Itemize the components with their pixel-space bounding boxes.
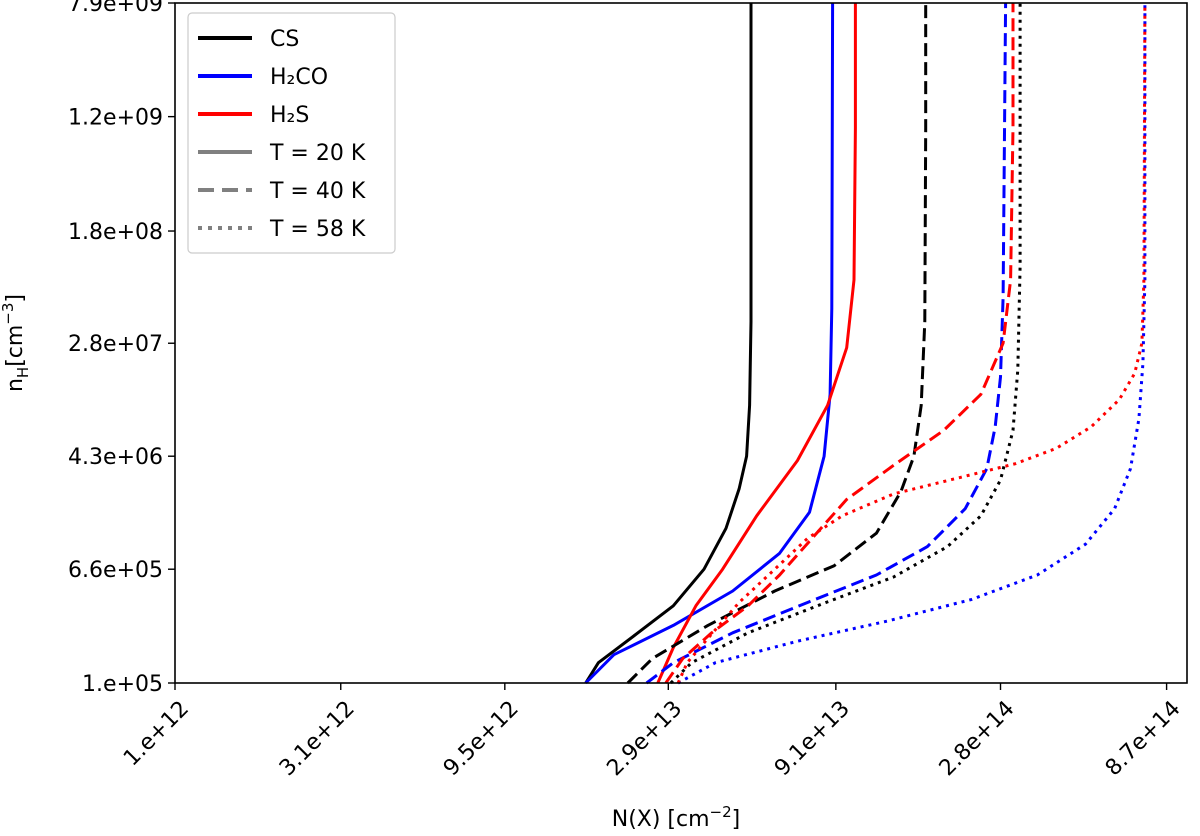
y-tick-label: 1.2e+09 xyxy=(68,106,163,131)
series-line-5 xyxy=(645,2,1008,685)
series-line-6 xyxy=(664,3,1015,684)
y-tick-label: 7.9e+09 xyxy=(68,0,163,17)
x-tick-label: 9.1e+13 xyxy=(770,696,855,781)
legend-label: T = 40 K xyxy=(269,179,366,204)
series-line-7 xyxy=(669,3,1022,685)
x-axis: 1.e+12 3.1e+12 9.5e+12 2.9e+13 9.1e+13 2.8e+1… xyxy=(119,683,1186,781)
y-tick-label: 1.8e+08 xyxy=(68,220,163,245)
legend: CS H₂CO H₂S T = 20 K T = 40 K T = 58 K xyxy=(187,12,396,254)
y-tick-label: 6.6e+05 xyxy=(68,558,163,583)
y-tick-label: 1.e+05 xyxy=(82,672,163,697)
x-tick-label: 9.5e+12 xyxy=(439,696,524,781)
x-tick-label: 1.e+12 xyxy=(119,696,194,771)
x-tick-label: 8.7e+14 xyxy=(1101,696,1186,781)
x-tick-label: 3.1e+12 xyxy=(275,696,360,781)
y-tick-label: 2.8e+07 xyxy=(68,332,163,357)
series-line-4 xyxy=(626,3,928,685)
x-tick-label: 2.8e+14 xyxy=(935,696,1020,781)
series-line-8 xyxy=(677,3,1147,685)
legend-box xyxy=(187,12,396,254)
x-tick-label: 2.9e+13 xyxy=(602,696,687,781)
y-tick-label: 4.3e+06 xyxy=(68,445,163,470)
y-axis: 1.e+05 6.6e+05 4.3e+06 2.8e+07 1.8e+08 1.2e+0… xyxy=(68,0,175,697)
legend-label: T = 20 K xyxy=(269,141,366,166)
series-line-2 xyxy=(584,2,835,685)
legend-label: T = 58 K xyxy=(269,217,366,242)
x-axis-title: N(X) [cm−2] xyxy=(612,803,741,832)
series-line-3 xyxy=(656,3,857,684)
series-line-1 xyxy=(584,3,753,684)
legend-label: H₂CO xyxy=(270,65,328,90)
series-layer xyxy=(584,2,1147,685)
y-axis-title: nH[cm−3] xyxy=(0,294,32,392)
legend-label: CS xyxy=(270,27,299,52)
legend-label: H₂S xyxy=(270,103,309,128)
